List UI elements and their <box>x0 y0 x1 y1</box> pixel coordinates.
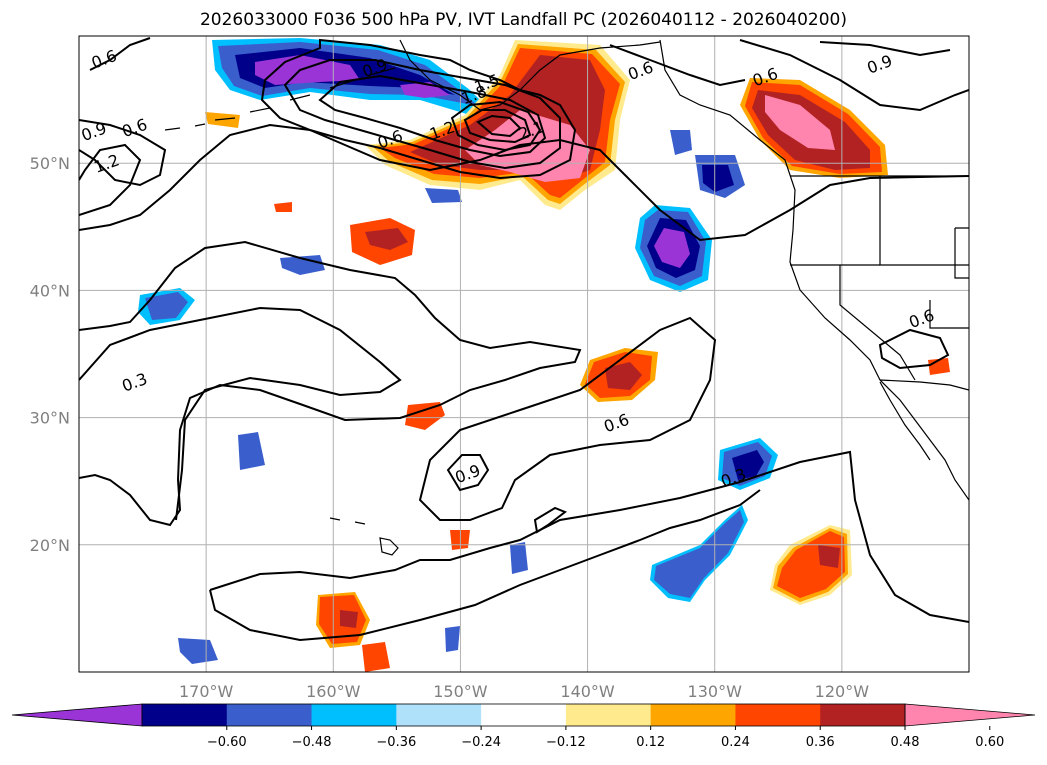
shade-negative <box>654 228 690 268</box>
contour-line <box>209 489 761 642</box>
lon-tick-label: 150°W <box>433 682 488 701</box>
coastline-layer <box>164 39 969 556</box>
ivt-contour-layer <box>79 37 969 642</box>
colorbar: −0.60 −0.48 −0.36 −0.24 −0.12 0.12 0.24 0.36 0.4… <box>11 703 1036 750</box>
colorbar-swatch <box>142 704 228 726</box>
lat-tick-label: 20°N <box>30 536 70 555</box>
shade-positive <box>362 642 390 672</box>
border-state <box>929 300 969 329</box>
colorbar-tick-label: 0.24 <box>721 735 750 750</box>
shade-negative <box>178 638 218 664</box>
colorbar-swatch <box>565 704 652 726</box>
contour-line <box>79 123 969 242</box>
shade-negative <box>670 130 692 155</box>
shade-positive <box>340 610 358 628</box>
lon-tick-label: 140°W <box>560 682 615 701</box>
shade-negative <box>732 450 764 480</box>
coastline-aleutians <box>164 67 396 131</box>
lat-tick-label: 50°N <box>30 154 70 173</box>
colorbar-swatch <box>481 704 567 726</box>
lon-tick-label: 120°W <box>815 682 870 701</box>
lon-tick-label: 170°W <box>179 682 234 701</box>
shade-positive <box>205 112 240 128</box>
shade-negative <box>280 255 325 275</box>
shade-negative <box>445 626 460 652</box>
border-state <box>839 265 916 381</box>
contour-line <box>260 38 577 180</box>
colorbar-tick-label: −0.36 <box>376 735 416 750</box>
coastline-baja <box>879 381 931 461</box>
colorbar-extend-low <box>11 703 143 727</box>
shade-positive <box>405 402 445 430</box>
colorbar-tick-label: 0.36 <box>806 735 835 750</box>
lon-tick-label: 160°W <box>306 682 361 701</box>
shade-negative <box>654 510 744 598</box>
contour-line <box>89 37 151 71</box>
map-title: 2026033000 F036 500 hPa PV, IVT Landfall… <box>199 10 847 30</box>
longitude-labels: 170°W 160°W 150°W 140°W 130°W 120°W <box>179 682 869 701</box>
colorbar-swatch <box>650 704 736 726</box>
lat-tick-label: 40°N <box>30 281 70 300</box>
colorbar-tick-label: −0.60 <box>207 735 247 750</box>
pv-shading-layer <box>138 38 950 672</box>
contour-line <box>79 306 402 521</box>
coastline-alaska <box>399 39 661 111</box>
shade-negative <box>145 292 188 320</box>
colorbar-swatch <box>735 704 821 726</box>
contour-line <box>209 450 969 623</box>
border-state <box>954 227 969 279</box>
shade-negative <box>702 165 734 192</box>
shade-negative <box>238 432 265 470</box>
contour-line <box>463 109 532 144</box>
contour-line <box>533 506 568 534</box>
contour-line <box>318 74 547 158</box>
map-border <box>78 35 970 673</box>
latitude-labels: 20°N 30°N 40°N 50°N <box>30 154 70 555</box>
colorbar-tick-label: −0.24 <box>461 735 501 750</box>
contour-line <box>476 114 522 138</box>
contour-line <box>819 41 951 57</box>
border-us-mexico <box>879 379 969 391</box>
shade-positive <box>605 362 642 390</box>
shade-negative <box>425 188 462 203</box>
colorbar-tick-label: 0.60 <box>975 735 1004 750</box>
colorbar-tick-label: −0.48 <box>292 735 332 750</box>
colorbar-swatch <box>226 704 313 726</box>
contour-line <box>418 316 717 521</box>
contour-line <box>283 59 561 170</box>
contour-line <box>446 454 490 492</box>
contour-line <box>609 44 746 87</box>
colorbar-extend-high <box>904 703 1036 727</box>
colorbar-tick-label: 0.48 <box>891 735 920 750</box>
colorbar-outline <box>141 703 906 727</box>
colorbar-tick-label: −0.12 <box>546 735 586 750</box>
contour-line <box>79 143 142 216</box>
lon-tick-label: 130°W <box>688 682 743 701</box>
colorbar-swatch <box>396 704 482 726</box>
shade-negative <box>510 542 528 574</box>
shade-positive <box>765 95 835 150</box>
coastline-north-america <box>659 39 969 501</box>
shade-negative <box>400 82 450 98</box>
contour-line <box>739 39 969 112</box>
contour-line <box>878 328 950 370</box>
colorbar-swatch <box>820 704 906 726</box>
contour-line <box>79 119 167 187</box>
shade-positive <box>365 228 408 250</box>
map-gridlines <box>79 36 969 672</box>
contour-line <box>79 240 582 527</box>
colorbar-tick-label: 0.12 <box>636 735 665 750</box>
coastline-hawaii <box>329 517 399 556</box>
lat-tick-label: 30°N <box>30 409 70 428</box>
shade-positive <box>818 545 840 568</box>
shade-positive <box>274 202 292 212</box>
colorbar-swatch <box>311 704 397 726</box>
contour-line <box>450 100 542 152</box>
